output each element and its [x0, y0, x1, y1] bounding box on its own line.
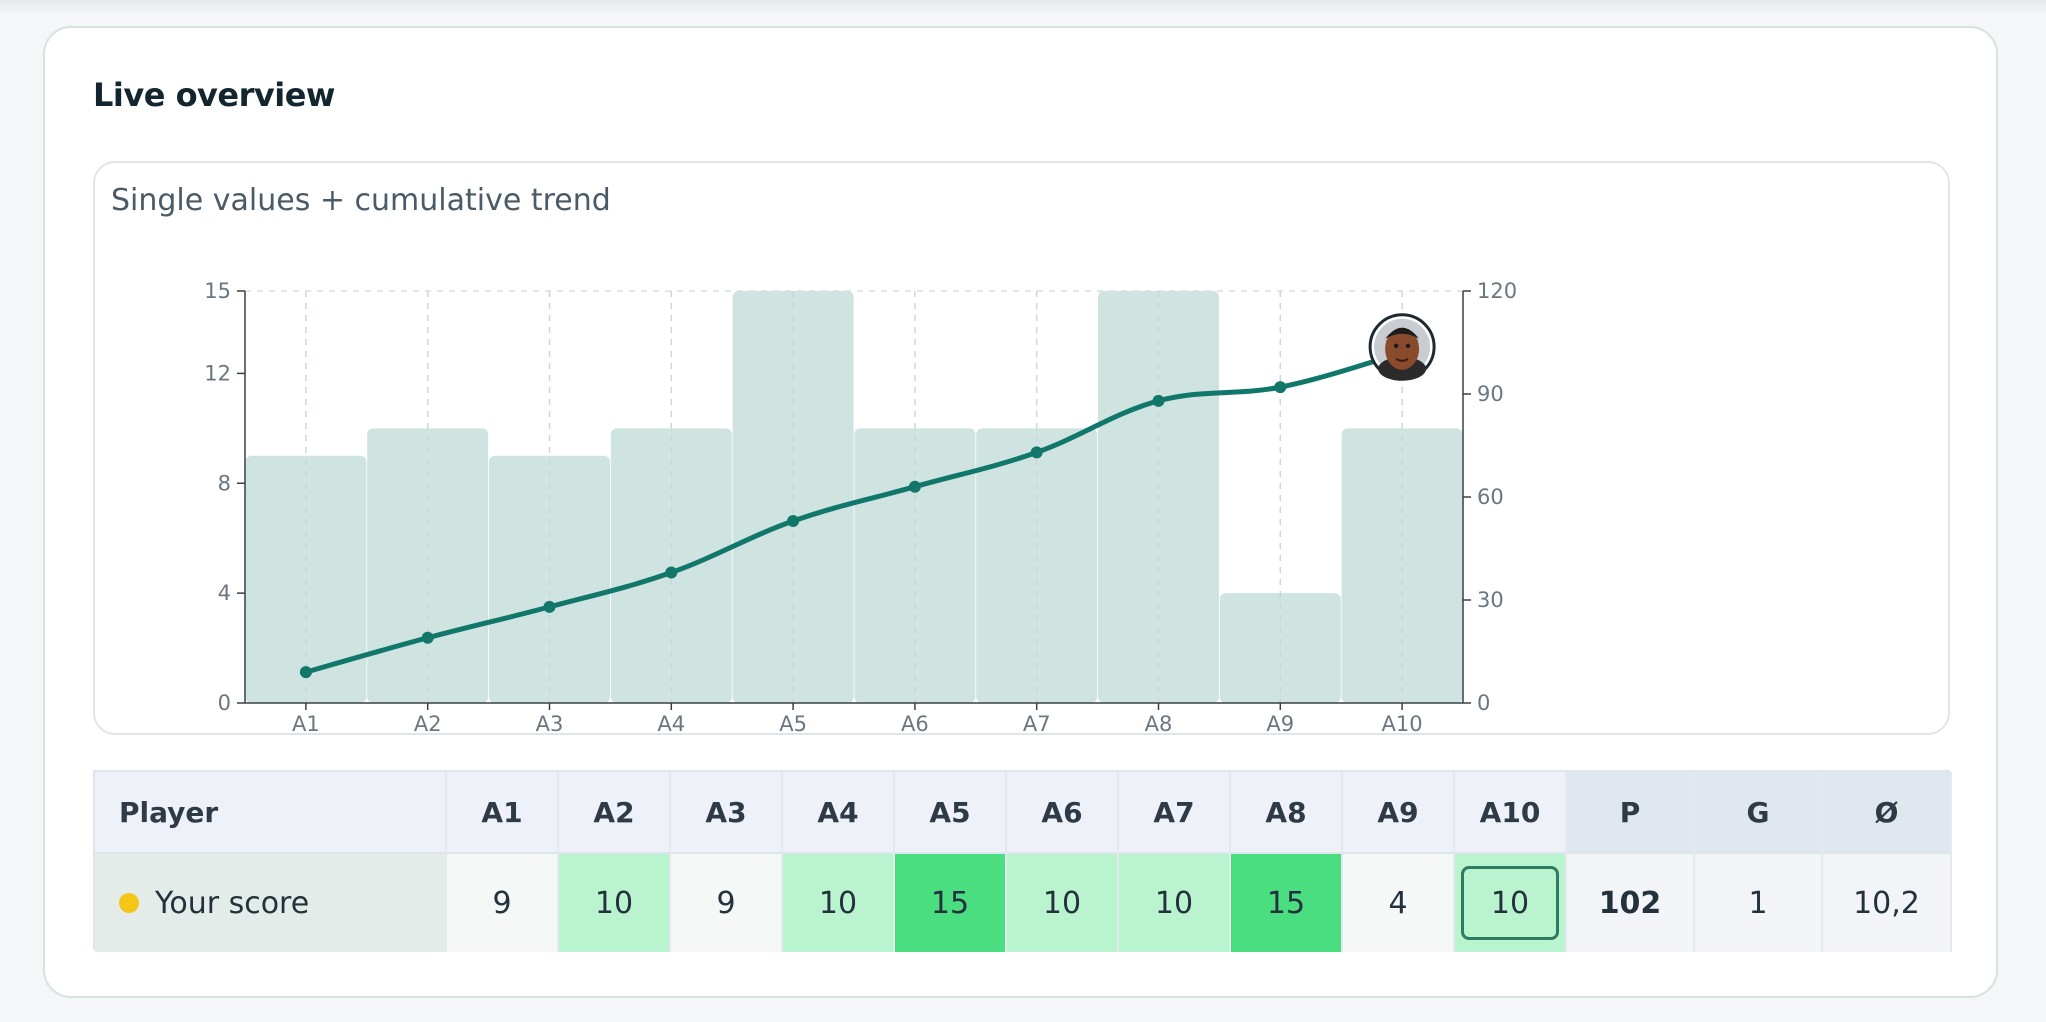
player-dot-icon — [119, 893, 139, 913]
score-cell-a1: 9 — [447, 854, 559, 952]
cumulative-point-a8 — [1152, 394, 1165, 407]
y-left-tick-label: 15 — [204, 279, 231, 303]
bar-a2 — [367, 428, 489, 703]
bar-a9 — [1219, 593, 1341, 703]
average-cell: 10,2 — [1823, 854, 1952, 952]
x-tick-label: A9 — [1266, 712, 1294, 736]
score-cell-a10: 10 — [1455, 854, 1567, 952]
header-player: Player — [95, 772, 447, 854]
y-right-tick-label: 90 — [1477, 382, 1504, 406]
bar-a10 — [1341, 428, 1463, 703]
y-left-tick-label: 0 — [218, 691, 231, 715]
bar-a4 — [610, 428, 732, 703]
top-shadow — [0, 0, 2046, 14]
header-round-a1: A1 — [447, 772, 559, 854]
games-cell: 1 — [1695, 854, 1823, 952]
header-round-a10: A10 — [1455, 772, 1567, 854]
chart-panel: Single values + cumulative trend 0 4 8 12 15… — [93, 161, 1950, 736]
x-tick-label: A4 — [657, 712, 685, 736]
score-cell-a7: 10 — [1119, 854, 1231, 952]
score-cell-a9: 4 — [1343, 854, 1455, 952]
cumulative-point-a9 — [1274, 381, 1287, 394]
combo-chart: 0 4 8 12 15 0 30 60 90 120 A1 A2 A3 A4 A5 A6 A7 A8 A9 A10 — [204, 279, 1517, 736]
player-cell: Your score — [95, 854, 447, 952]
header-round-a3: A3 — [671, 772, 783, 854]
bar-a7 — [976, 428, 1098, 703]
cumulative-point-a2 — [421, 631, 434, 644]
y-right-tick-label: 0 — [1477, 691, 1490, 715]
header-round-a4: A4 — [783, 772, 895, 854]
y-left-tick-label: 4 — [218, 581, 231, 605]
score-table: Player A1 A2 A3 A4 A5 A6 A7 A8 A9 A10 P … — [93, 770, 1952, 952]
header-round-a7: A7 — [1119, 772, 1231, 854]
header-round-a2: A2 — [559, 772, 671, 854]
header-points: P — [1567, 772, 1695, 854]
x-tick-label: A7 — [1023, 712, 1051, 736]
avatar-marker-icon — [1368, 313, 1436, 381]
live-overview-card: Live overview Single values + cumulative… — [43, 26, 1998, 998]
cumulative-point-a5 — [787, 515, 800, 528]
score-cell-a5: 15 — [895, 854, 1007, 952]
header-round-a5: A5 — [895, 772, 1007, 854]
header-round-a8: A8 — [1231, 772, 1343, 854]
x-tick-label: A1 — [292, 712, 320, 736]
cumulative-point-a1 — [299, 666, 312, 679]
y-right-tick-label: 60 — [1477, 485, 1504, 509]
cumulative-point-a4 — [665, 566, 678, 579]
bar-a6 — [854, 428, 976, 703]
score-cell-a3: 9 — [671, 854, 783, 952]
score-cell-a8: 15 — [1231, 854, 1343, 952]
header-round-a9: A9 — [1343, 772, 1455, 854]
cumulative-point-a6 — [908, 480, 921, 493]
score-cell-a4: 10 — [783, 854, 895, 952]
cumulative-point-a3 — [543, 600, 556, 613]
x-tick-label: A3 — [536, 712, 564, 736]
header-games: G — [1695, 772, 1823, 854]
x-tick-label: A10 — [1382, 712, 1423, 736]
current-round-highlight — [1461, 866, 1559, 940]
header-round-a6: A6 — [1007, 772, 1119, 854]
x-tick-label: A6 — [901, 712, 929, 736]
x-tick-label: A5 — [779, 712, 807, 736]
chart-title: Single values + cumulative trend — [111, 183, 611, 218]
cumulative-line — [303, 350, 1405, 675]
y-left-tick-label: 8 — [218, 471, 231, 495]
cumulative-point-a7 — [1030, 446, 1043, 459]
y-right-tick-label: 120 — [1477, 279, 1517, 303]
total-points-cell: 102 — [1567, 854, 1695, 952]
card-title: Live overview — [93, 76, 335, 114]
y-right-tick-label: 30 — [1477, 588, 1504, 612]
score-cell-a6: 10 — [1007, 854, 1119, 952]
x-tick-label: A2 — [414, 712, 442, 736]
score-cell-a2: 10 — [559, 854, 671, 952]
score-value-a10: 10 — [1490, 885, 1530, 921]
header-average: Ø — [1823, 772, 1952, 854]
y-left-tick-label: 12 — [204, 361, 231, 385]
x-tick-label: A8 — [1145, 712, 1173, 736]
player-name: Your score — [155, 885, 310, 921]
